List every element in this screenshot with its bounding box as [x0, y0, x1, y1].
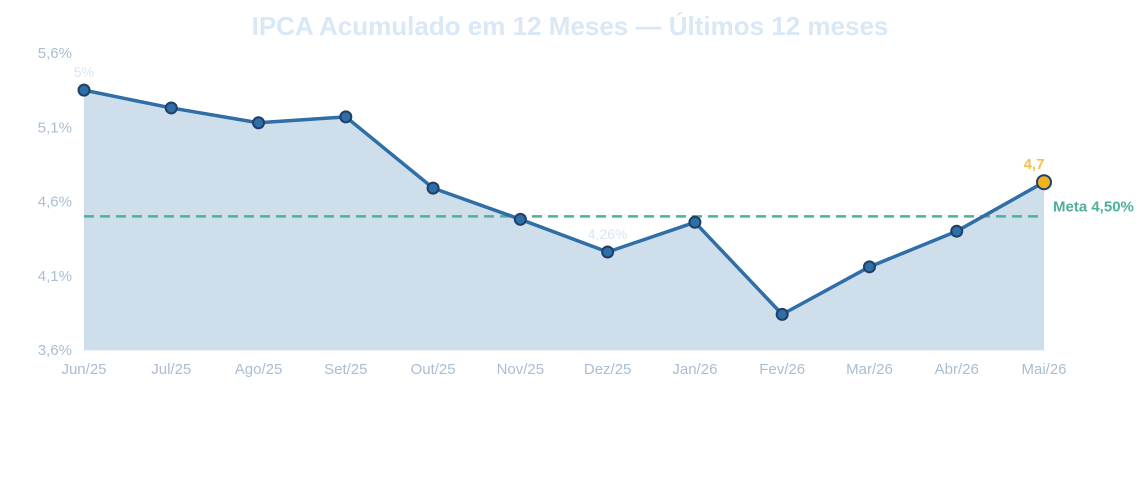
data-point [775, 307, 789, 321]
y-tick-label: 5,6% [38, 45, 72, 62]
data-label: 4,7 [1024, 156, 1045, 173]
y-tick-label: 4,6% [38, 194, 72, 211]
y-axis-tick-labels: 3,6% 4,1% 4,6% 5,1% 5,6% [38, 45, 72, 359]
data-label: 5% [74, 64, 94, 80]
data-point [513, 212, 527, 226]
data-labels: 5% 4,26% 4,7 [74, 64, 1045, 242]
x-axis-tick-labels: Jun/25 Jul/25 Ago/25 Set/25 Out/25 Nov/25 Dez/… [61, 361, 1066, 378]
area-fill [84, 90, 1044, 350]
x-tick-label: Ago/25 [235, 361, 283, 378]
meta-label: Meta 4,50% [1053, 198, 1134, 215]
data-point [688, 215, 702, 229]
data-label: 4,26% [588, 226, 628, 242]
data-point [950, 224, 964, 238]
data-point [77, 83, 91, 97]
x-tick-label: Nov/25 [497, 361, 545, 378]
x-tick-label: Mar/26 [846, 361, 893, 378]
y-tick-label: 5,1% [38, 119, 72, 136]
x-tick-label: Abr/26 [935, 361, 979, 378]
x-tick-label: Dez/25 [584, 361, 632, 378]
y-tick-label: 3,6% [38, 342, 72, 359]
ipca-series-line [82, 88, 1046, 317]
x-tick-label: Jan/26 [672, 361, 717, 378]
data-point-markers [77, 83, 1052, 321]
data-point [252, 116, 266, 130]
x-tick-label: Out/25 [411, 361, 456, 378]
x-tick-label: Jul/25 [151, 361, 191, 378]
x-tick-label: Jun/25 [61, 361, 106, 378]
y-tick-label: 4,1% [38, 268, 72, 285]
data-point [426, 181, 440, 195]
chart-title: IPCA Acumulado em 12 Meses — Últimos 12 … [252, 11, 889, 41]
data-point [862, 260, 876, 274]
x-tick-label: Mai/26 [1021, 361, 1066, 378]
data-point [339, 110, 353, 124]
x-tick-label: Fev/26 [759, 361, 805, 378]
highlight-data-point [1036, 174, 1052, 191]
x-tick-label: Set/25 [324, 361, 367, 378]
data-point [164, 101, 178, 115]
data-point [601, 245, 615, 259]
